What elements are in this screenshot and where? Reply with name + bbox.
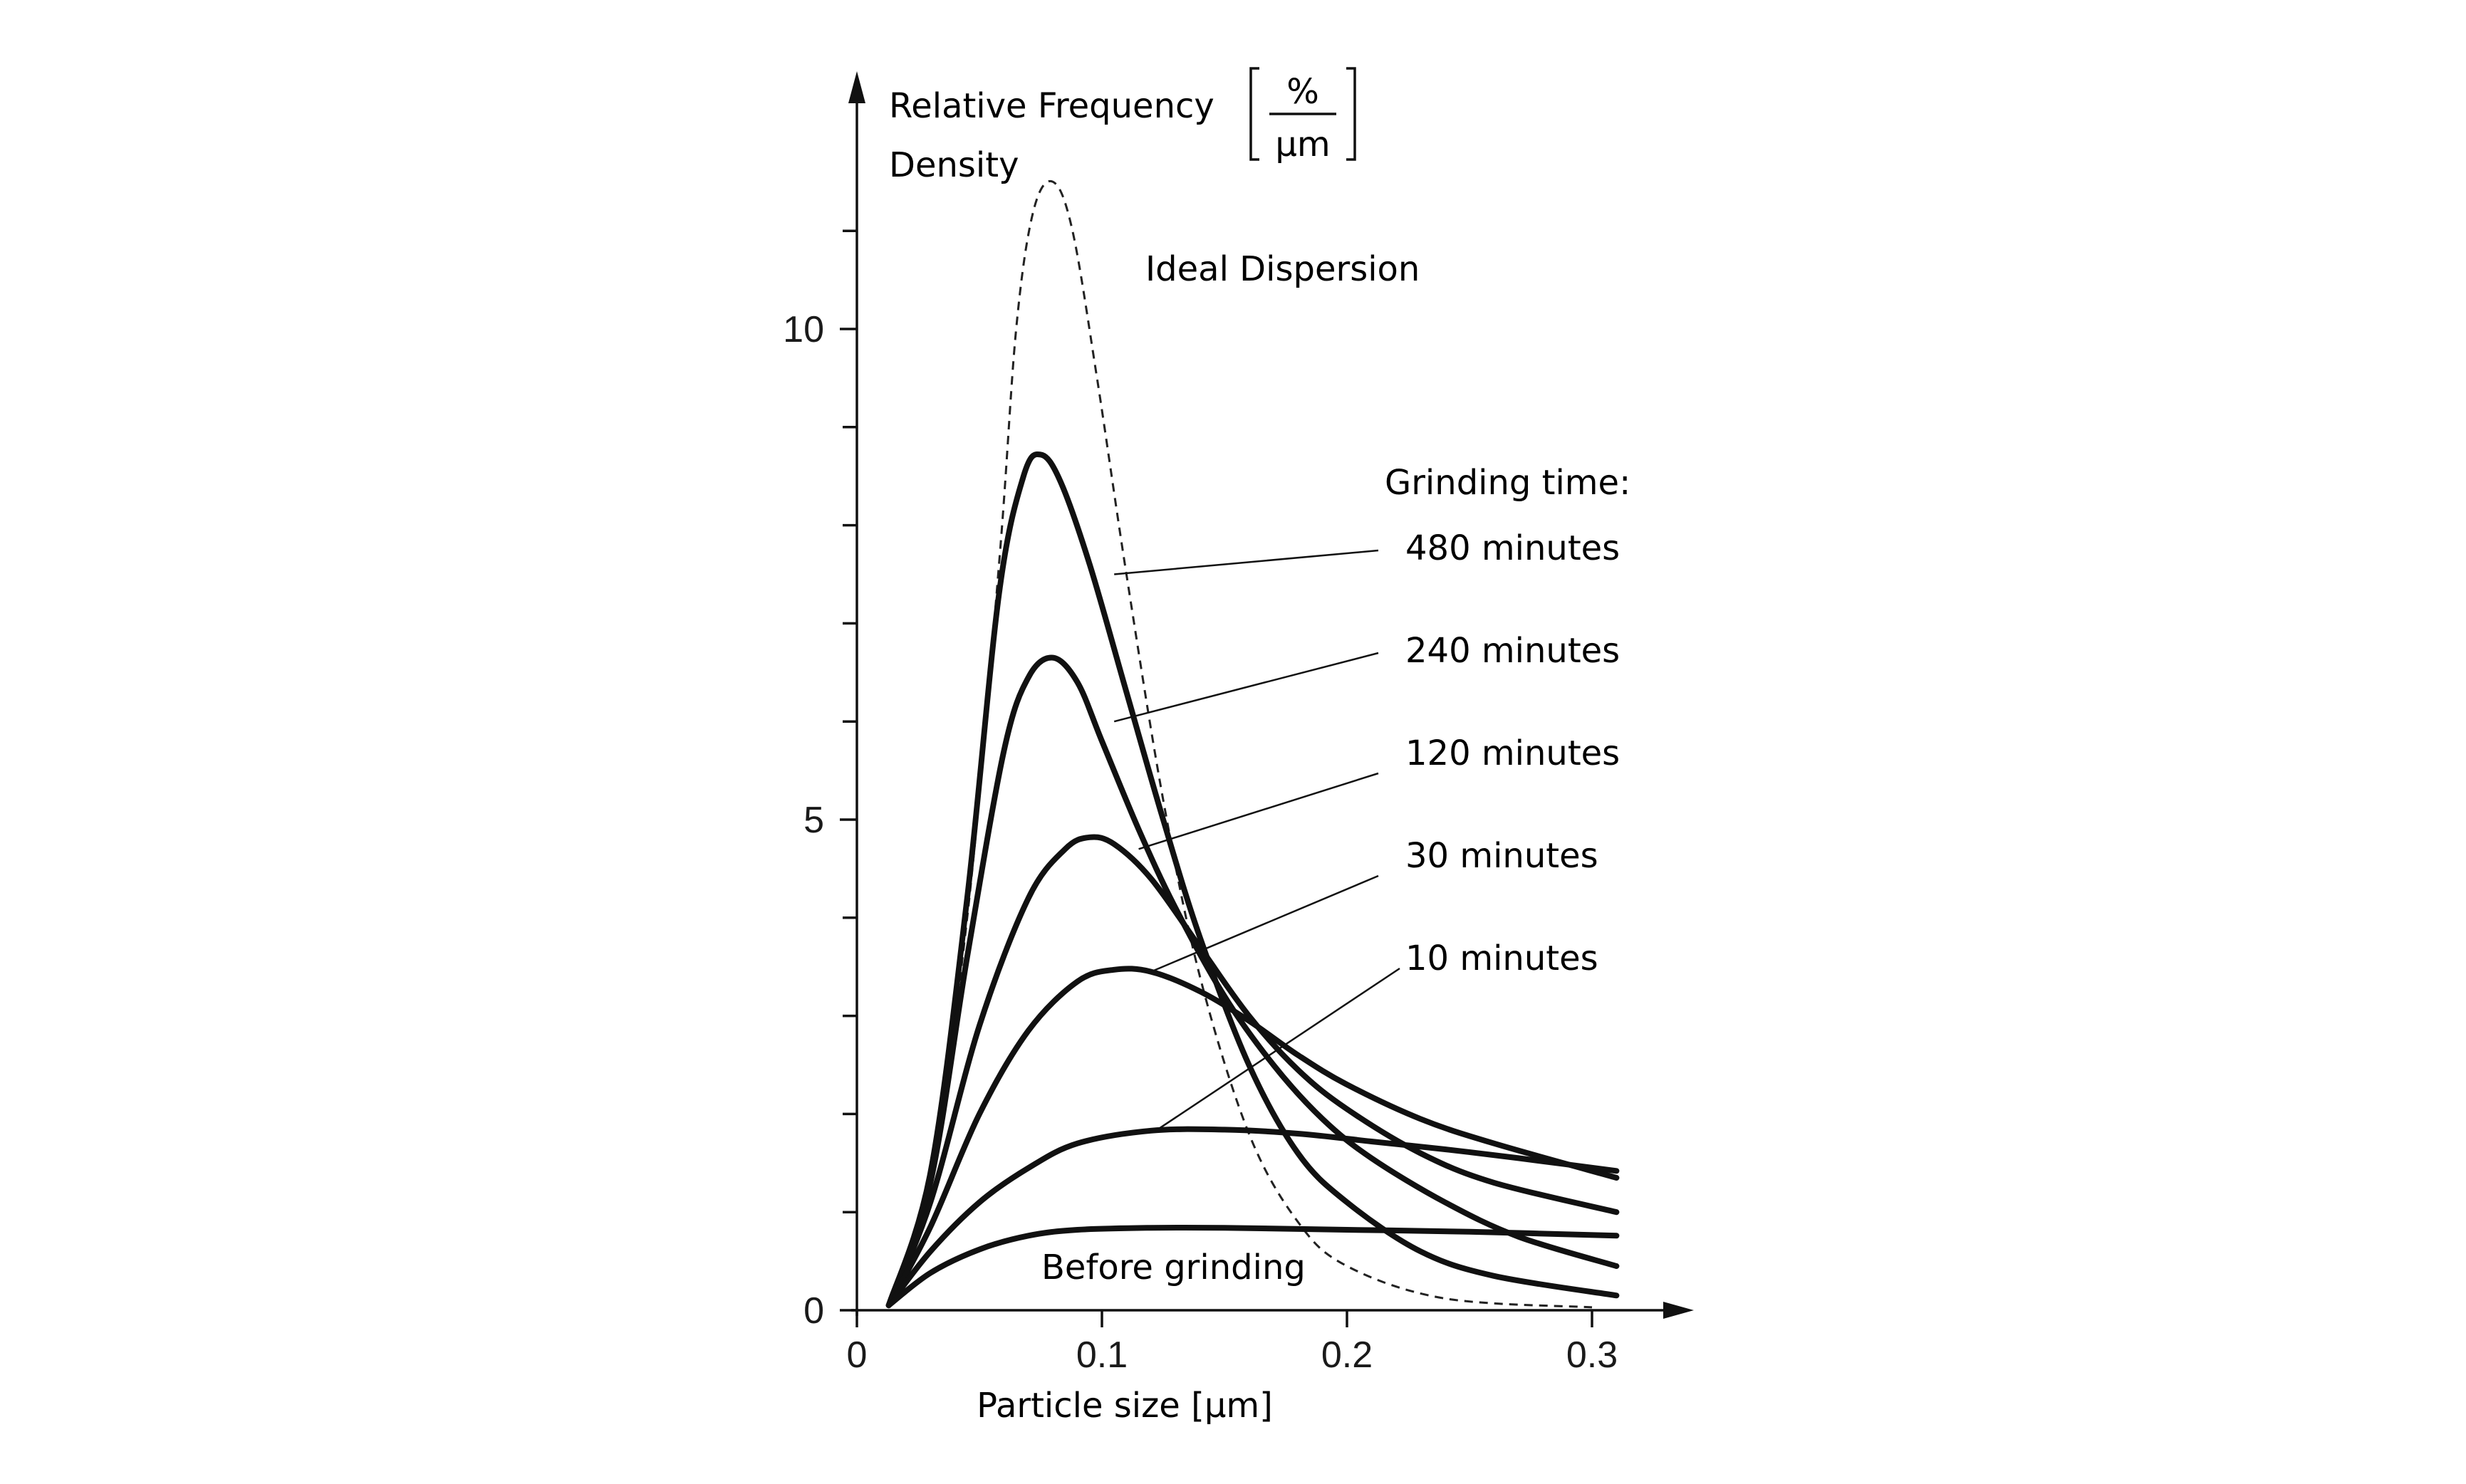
label-240-minutes: 240 minutes [1405,631,1620,671]
y-axis-label-line2: Density [889,145,1019,185]
x-tick-label: 0.3 [1566,1334,1618,1376]
y-tick-label: 0 [803,1290,824,1332]
series-line-10-minutes [885,1126,1620,1309]
x-axis-label: Particle size [μm] [977,1386,1273,1426]
label-480-minutes: 480 minutes [1405,528,1620,568]
y-axis-arrow [848,71,865,103]
y-unit-denominator: μm [1275,125,1330,164]
y-tick-label: 10 [783,309,824,350]
leader-480 [1114,549,1379,575]
series-line-before-grinding [885,1224,1620,1309]
before-grinding-label: Before grinding [1041,1248,1306,1287]
series-line-30-minutes [885,966,1620,1309]
series-layer [885,179,1620,1309]
axes: 0 0.1 0.2 0.3 0 5 10 [783,71,1694,1376]
series-line-120-minutes [885,834,1620,1309]
series-line-240-minutes [885,654,1620,1309]
x-axis-arrow [1663,1302,1694,1319]
x-tick-label: 0.2 [1321,1334,1373,1376]
y-axis-label-line1: Relative Frequency [889,86,1214,126]
label-10-minutes: 10 minutes [1405,939,1598,978]
leader-120 [1138,772,1379,850]
leader-30 [1150,874,1379,973]
y-tick-label: 5 [803,800,824,841]
grinding-time-label: Grinding time: [1385,463,1630,503]
series-line-480-minutes [885,451,1620,1309]
leader-240 [1113,652,1379,723]
y-unit-bracket: % μm [1249,67,1356,164]
leader-10 [1155,967,1400,1132]
x-tick-label: 0.1 [1076,1334,1128,1376]
label-120-minutes: 120 minutes [1405,733,1620,773]
leader-layer [1113,549,1400,1132]
ideal-dispersion-label: Ideal Dispersion [1145,249,1420,289]
label-30-minutes: 30 minutes [1405,836,1598,876]
y-unit-numerator: % [1286,72,1319,112]
x-tick-label: 0 [847,1334,868,1376]
